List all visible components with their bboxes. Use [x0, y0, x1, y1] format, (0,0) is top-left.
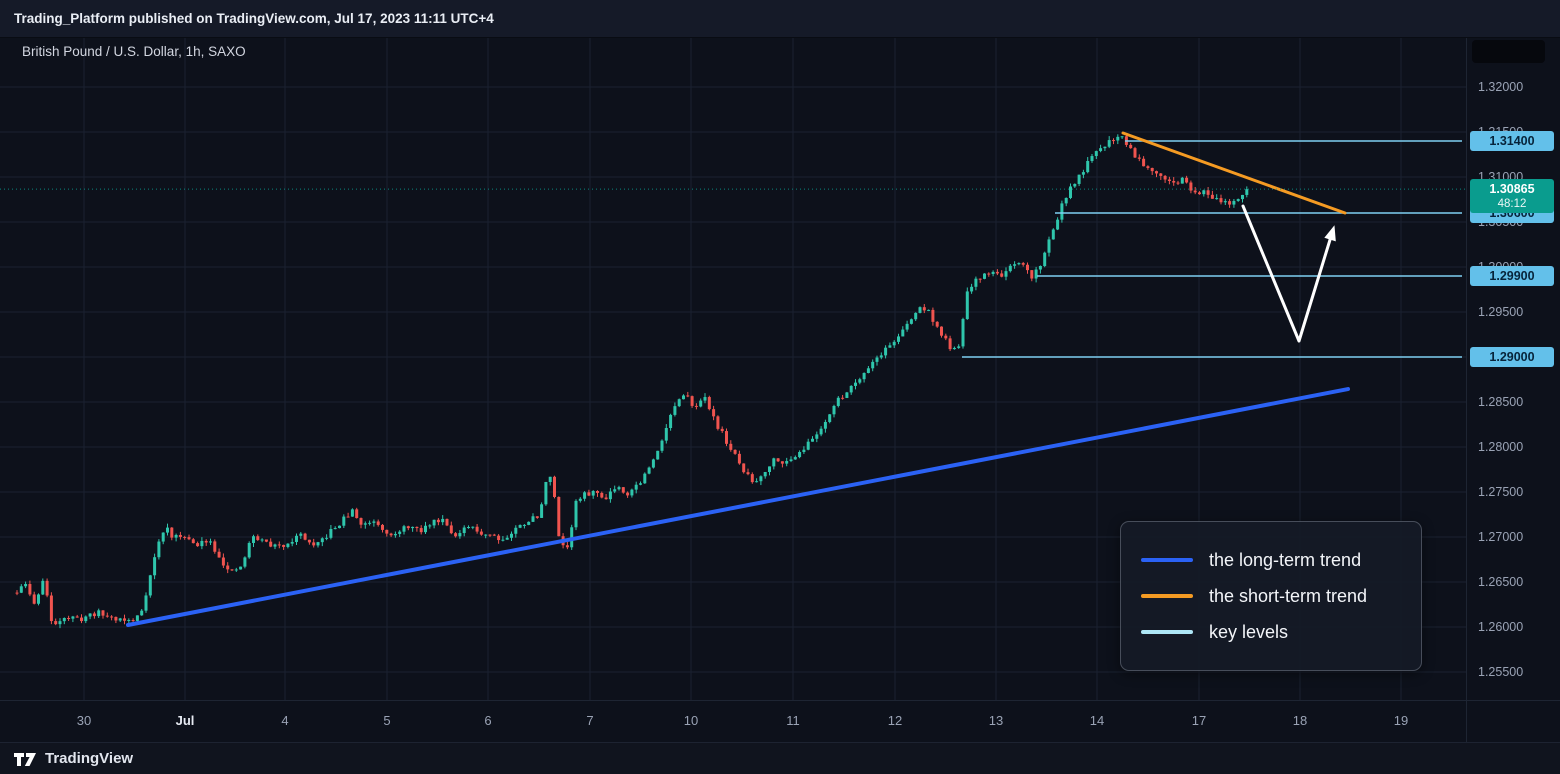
time-tick: 17: [1191, 713, 1207, 728]
time-tick: 30: [76, 713, 92, 728]
long-term-trend-line: [126, 387, 1350, 628]
hidden-price-label: [1472, 40, 1545, 63]
price-level-badge: 1.29900: [1470, 266, 1554, 286]
publication-header: Trading_Platform published on TradingVie…: [0, 0, 1560, 38]
axis-separator-horizontal: [0, 700, 1560, 701]
grid: [0, 38, 1466, 700]
time-tick: 19: [1393, 713, 1409, 728]
axis-separator-vertical: [1466, 38, 1467, 742]
legend-item-key-levels: key levels: [1141, 622, 1421, 643]
price-tick: 1.28500: [1478, 395, 1524, 409]
tradingview-logo-icon[interactable]: [14, 750, 36, 767]
time-tick: 6: [484, 713, 492, 728]
price-tick: 1.27500: [1478, 485, 1524, 499]
current-price-badge: 1.30865 48:12: [1470, 179, 1554, 214]
legend-label: key levels: [1209, 621, 1289, 642]
time-tick: Jul: [175, 713, 195, 728]
tradingview-wordmark[interactable]: TradingView: [45, 750, 134, 767]
time-tick: 13: [988, 713, 1004, 728]
legend-label: the short-term trend: [1209, 585, 1368, 606]
footer-bar: TradingView: [0, 742, 1560, 774]
legend-label: the long-term trend: [1209, 549, 1362, 570]
price-tick: 1.28000: [1478, 440, 1524, 454]
v-shape-arrow: [1241, 204, 1335, 343]
arrow-head: [1324, 225, 1336, 242]
price-axis[interactable]: 1.320001.315001.310001.305001.300001.295…: [1466, 0, 1560, 742]
price-tick: 1.25500: [1478, 665, 1524, 679]
time-tick: 11: [786, 713, 800, 728]
time-tick: 7: [586, 713, 594, 728]
symbol-title: British Pound / U.S. Dollar, 1h, SAXO: [22, 44, 246, 59]
time-axis[interactable]: 30 Jul 4 5 6 7 10 11 12 13 14 17 18 19: [0, 700, 1466, 742]
candles: [15, 134, 1249, 629]
price-tick: 1.27000: [1478, 530, 1524, 544]
time-tick: 4: [281, 713, 289, 728]
time-tick: 18: [1292, 713, 1308, 728]
legend-item-short-term: the short-term trend: [1141, 586, 1421, 607]
publication-title: Trading_Platform published on TradingVie…: [14, 11, 494, 26]
price-tick: 1.29500: [1478, 305, 1524, 319]
price-tick: 1.26000: [1478, 620, 1524, 634]
short-term-trend-line: [1121, 131, 1347, 215]
time-tick: 12: [887, 713, 903, 728]
price-tick: 1.32000: [1478, 80, 1524, 94]
bar-countdown: 48:12: [1497, 198, 1527, 211]
legend-item-long-term: the long-term trend: [1141, 550, 1421, 571]
key-levels-swatch: [1141, 630, 1193, 634]
current-price-value: 1.30865: [1489, 182, 1535, 197]
long-term-trend-swatch: [1141, 558, 1193, 562]
time-tick: 14: [1089, 713, 1105, 728]
key-level-lines: [962, 140, 1462, 358]
time-tick: 5: [383, 713, 391, 728]
price-tick: 1.26500: [1478, 575, 1524, 589]
short-term-trend-swatch: [1141, 594, 1193, 598]
price-level-badge: 1.31400: [1470, 131, 1554, 151]
price-level-badge: 1.29000: [1470, 347, 1554, 367]
chart-legend: the long-term trend the short-term trend…: [1120, 521, 1422, 671]
time-tick: 10: [683, 713, 699, 728]
